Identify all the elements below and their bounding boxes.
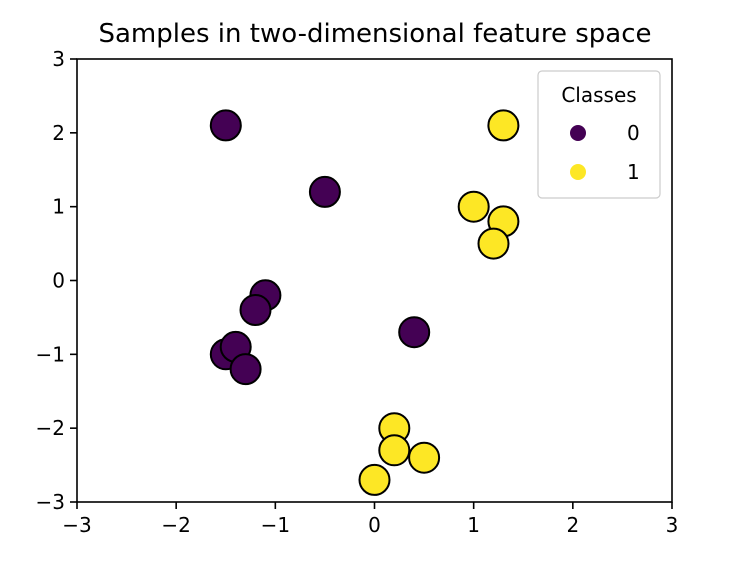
data-point-class-0-3 — [239, 294, 272, 326]
y-tick-label: 3 — [52, 47, 65, 71]
legend: Classes 0 1 — [537, 70, 661, 199]
x-tick-label: −3 — [62, 513, 91, 537]
x-axis-ticks: −3 −2 −1 0 1 2 3 — [62, 502, 678, 537]
y-tick-label: −1 — [36, 342, 65, 366]
x-tick-label: −1 — [261, 513, 290, 537]
x-tick-label: 2 — [566, 513, 579, 537]
data-point-class-0-0 — [209, 109, 242, 142]
legend-box — [537, 70, 661, 199]
legend-marker-class-1 — [570, 164, 586, 180]
y-tick-label: 0 — [52, 269, 65, 293]
data-points — [209, 109, 520, 496]
data-point-class-1-6 — [408, 441, 441, 474]
x-tick-label: 3 — [666, 513, 679, 537]
legend-label-class-0: 0 — [627, 121, 640, 145]
data-point-class-1-7 — [358, 463, 391, 496]
data-point-class-1-5 — [378, 434, 411, 467]
legend-marker-class-0 — [570, 125, 586, 141]
x-tick-label: 0 — [368, 513, 381, 537]
y-tick-label: 2 — [52, 121, 65, 145]
y-tick-label: 1 — [52, 195, 65, 219]
y-tick-label: −3 — [36, 490, 65, 514]
y-axis-ticks: −3 −2 −1 0 1 2 3 — [36, 47, 77, 514]
legend-label-class-1: 1 — [627, 160, 640, 184]
chart-title: Samples in two-dimensional feature space — [98, 19, 651, 49]
data-point-class-0-1 — [308, 175, 341, 208]
legend-title: Classes — [561, 83, 636, 107]
y-tick-label: −2 — [36, 416, 65, 440]
data-point-class-0-6 — [229, 353, 262, 386]
x-tick-label: 1 — [467, 513, 480, 537]
data-point-class-1-1 — [457, 190, 490, 223]
x-tick-label: −2 — [161, 513, 190, 537]
data-point-class-0-7 — [398, 316, 431, 349]
data-point-class-1-3 — [477, 227, 510, 260]
data-point-class-1-0 — [487, 109, 520, 142]
